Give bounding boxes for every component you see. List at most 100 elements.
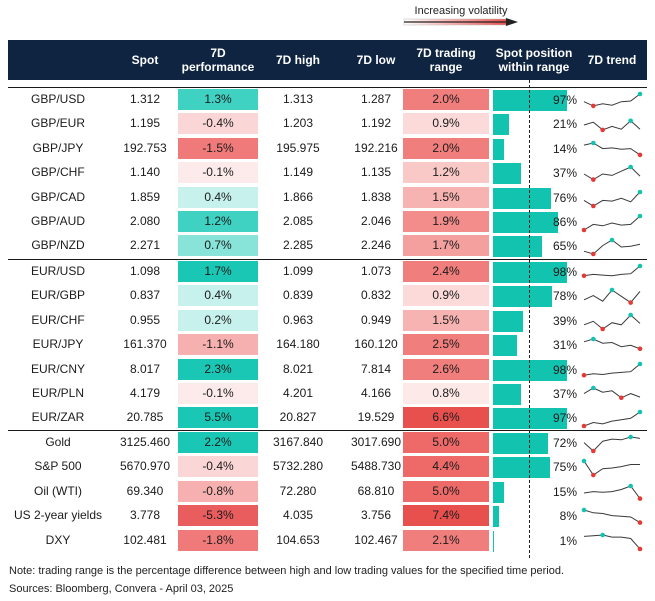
trading-range-value: 6.6% (403, 407, 489, 429)
col-header-high: 7D high (276, 53, 320, 67)
position-label: 8% (559, 509, 577, 524)
trend-high-dot (637, 189, 643, 194)
trend-sparkline (581, 507, 643, 526)
trading-range-value: 0.8% (403, 383, 489, 404)
spot-value: 0.837 (129, 288, 161, 303)
trend-low-dot (591, 448, 596, 454)
position-label: 37% (552, 387, 577, 401)
instrument-name: GBP/EUR (30, 116, 85, 131)
spot-value: 1.140 (129, 165, 161, 180)
spot-value: 3.778 (129, 508, 161, 523)
trading-range-value: 2.4% (403, 261, 489, 282)
low-value: 192.216 (354, 140, 398, 155)
performance-value: -1.1% (178, 334, 258, 356)
section-divider (8, 259, 647, 260)
trend-line (583, 215, 641, 231)
position-cell: 98% (493, 261, 577, 284)
table-row: US 2-year yields 3.778 -5.3% 4.035 3.756 7.4%… (8, 505, 647, 528)
table-row: EUR/PLN 4.179 -0.1% 4.201 4.166 0.8% 37% (8, 383, 647, 406)
position-label: 15% (552, 484, 577, 499)
spot-value: 4.179 (129, 386, 161, 400)
performance-value: -0.4% (178, 113, 258, 135)
position-bar (493, 236, 543, 258)
position-label: 31% (552, 338, 577, 353)
position-bar (493, 433, 548, 454)
position-label: 97% (552, 93, 577, 107)
trading-range-value: 1.5% (403, 309, 489, 331)
position-label: 39% (552, 313, 577, 328)
spot-value: 69.340 (126, 483, 164, 498)
low-value: 1.135 (360, 165, 392, 180)
position-label: 86% (552, 215, 577, 229)
high-value: 2.085 (282, 214, 314, 228)
trend-high-dot (609, 288, 615, 293)
trend-low-dot (591, 103, 596, 109)
trading-range-value: 2.0% (403, 89, 489, 110)
trend-sparkline (581, 459, 640, 478)
spot-value: 192.753 (123, 140, 167, 155)
trend-low-dot (581, 372, 587, 378)
high-value: 4.035 (282, 508, 314, 523)
high-value: 4.201 (282, 386, 314, 400)
trend-sparkline (583, 483, 643, 501)
position-bar (493, 310, 523, 332)
spot-value: 2.271 (129, 238, 161, 253)
position-bar (493, 384, 522, 405)
high-value: 5732.280 (272, 459, 324, 474)
table-row: EUR/GBP 0.837 0.4% 0.839 0.832 0.9% 78% (8, 285, 647, 308)
position-cell: 37% (493, 162, 577, 185)
trading-range-value: 0.9% (403, 285, 489, 307)
performance-value: 2.3% (178, 358, 258, 380)
position-cell: 65% (493, 235, 577, 258)
high-value: 104.653 (276, 532, 320, 547)
table-row: EUR/ZAR 20.785 5.5% 20.827 19.529 6.6% 97% (8, 407, 647, 430)
low-value: 102.467 (354, 532, 398, 547)
table-header: Spot 7D performance 7D high 7D low 7D tr… (8, 40, 647, 80)
trend-sparkline (581, 213, 643, 233)
position-cell: 98% (493, 359, 577, 382)
position-bar (493, 457, 550, 479)
trend-line (583, 363, 641, 376)
col-header-performance: 7D performance (181, 46, 255, 74)
high-value: 1.203 (282, 116, 314, 131)
position-bar (493, 163, 522, 185)
spot-value: 5670.970 (119, 459, 171, 474)
position-cell: 97% (493, 89, 577, 112)
sources: Sources: Bloomberg, Convera - April 03, … (9, 583, 234, 595)
trend-sparkline (583, 312, 641, 332)
trend-low-dot (600, 326, 605, 332)
position-label: 98% (552, 265, 577, 279)
position-cell: 97% (493, 407, 577, 430)
performance-value: 0.2% (178, 309, 258, 331)
position-cell: 14% (493, 138, 577, 161)
trend-sparkline (581, 263, 643, 279)
range-midline (529, 80, 530, 558)
spot-value: 3125.460 (119, 435, 171, 449)
volatility-legend: Increasing volatility (402, 3, 520, 33)
trend-high-dot (637, 91, 643, 97)
table-row: Oil (WTI) 69.340 -0.8% 72.280 68.810 5.0% 15% (8, 480, 647, 504)
high-value: 0.839 (282, 288, 314, 303)
trend-low-dot (637, 546, 643, 551)
trend-low-dot (581, 227, 587, 233)
position-label: 1% (559, 533, 577, 548)
trend-low-dot (591, 252, 596, 257)
table-row: EUR/JPY 161.370 -1.1% 164.180 160.120 2.5% 31% (8, 334, 647, 357)
trend-sparkline (583, 385, 641, 401)
trend-sparkline (583, 336, 643, 352)
performance-value: -0.1% (178, 162, 258, 184)
high-value: 20.827 (279, 410, 317, 425)
position-cell: 39% (493, 310, 577, 333)
trend-high-dot (591, 385, 596, 391)
low-value: 5488.730 (350, 459, 402, 474)
footnote: Note: trading range is the percentage di… (9, 565, 565, 577)
low-value: 3.756 (360, 508, 392, 523)
low-value: 68.810 (357, 483, 395, 498)
performance-value: -0.4% (178, 456, 258, 478)
col-header-low: 7D low (356, 53, 396, 67)
legend-label: Increasing volatility (414, 5, 508, 17)
trend-high-dot (591, 140, 596, 146)
position-label: 75% (552, 460, 577, 475)
table-row: GBP/USD 1.312 1.3% 1.313 1.287 2.0% 97% (8, 89, 647, 112)
trading-range-value: 2.6% (403, 358, 489, 380)
